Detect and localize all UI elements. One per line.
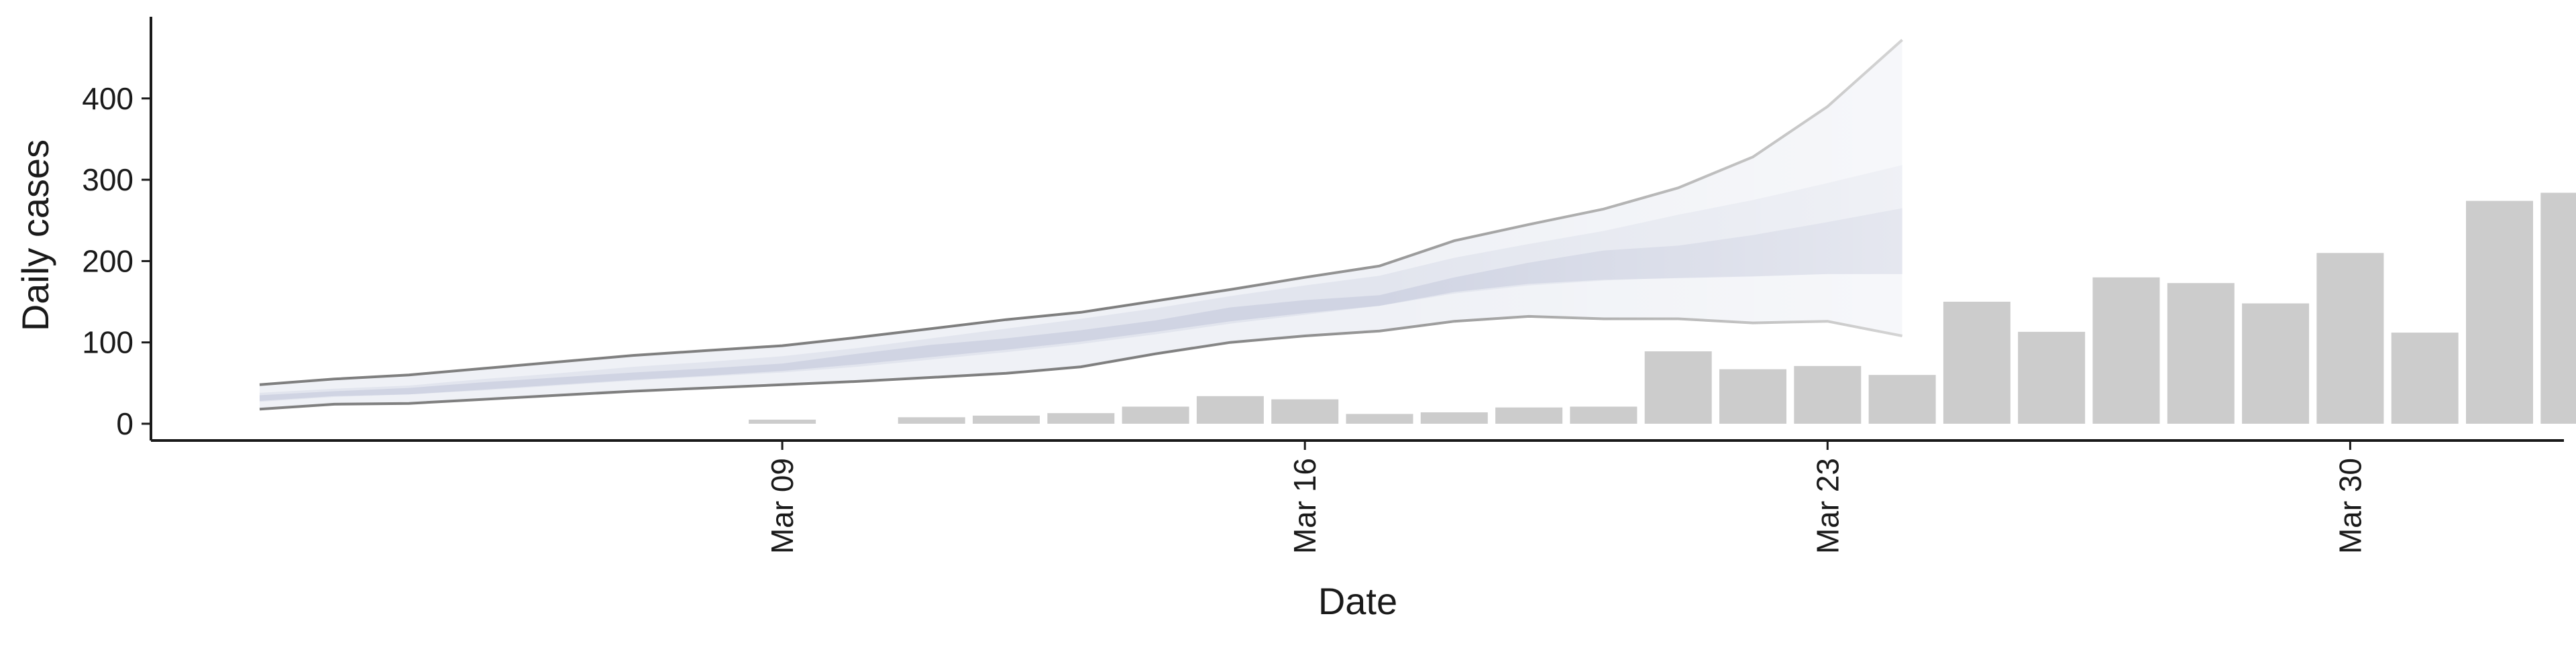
bar-2020-03-13 <box>1047 413 1115 424</box>
x-axis-ticks: Mar 09 Mar 16 Mar 23 Mar 30 <box>765 440 2367 554</box>
bar-2020-03-28 <box>2167 283 2235 424</box>
y-axis-ticks: 0 100 200 300 400 <box>82 81 151 441</box>
y-tick-label: 400 <box>82 81 133 116</box>
upper-bound-line <box>259 39 1903 386</box>
y-tick-label: 200 <box>82 243 133 278</box>
bar-2020-03-23 <box>1794 365 1862 424</box>
bar-2020-03-21 <box>1644 351 1712 424</box>
estimate-bands <box>260 17 1903 424</box>
y-tick-label: 300 <box>82 162 133 197</box>
bar-2020-04-01 <box>2466 200 2533 424</box>
bar-2020-03-22 <box>1719 369 1786 424</box>
bar-2020-03-09 <box>749 419 816 424</box>
x-tick-label: Mar 30 <box>2332 458 2367 554</box>
y-axis-title: Daily cases <box>14 139 56 331</box>
bar-2020-03-19 <box>1495 407 1563 424</box>
observed-bars <box>749 192 2576 424</box>
bar-2020-03-16 <box>1271 399 1339 424</box>
bar-2020-03-26 <box>2018 331 2086 424</box>
bar-2020-03-25 <box>1943 302 2010 424</box>
bar-2020-03-14 <box>1122 406 1189 424</box>
bar-2020-03-17 <box>1346 414 1413 424</box>
bar-2020-04-02 <box>2540 192 2576 424</box>
x-axis-title: Date <box>1318 580 1397 622</box>
bar-2020-03-18 <box>1420 412 1488 424</box>
x-tick-label: Mar 16 <box>1287 458 1322 554</box>
bar-2020-03-11 <box>898 417 965 424</box>
bar-2020-03-24 <box>1868 375 1936 424</box>
axes <box>150 17 2564 442</box>
y-tick-label: 100 <box>82 325 133 360</box>
estimate-bound-lines <box>259 39 1903 411</box>
x-tick-label: Mar 23 <box>1810 458 1845 554</box>
x-tick-label: Mar 09 <box>765 458 800 554</box>
bar-2020-03-20 <box>1570 406 1638 424</box>
bar-2020-03-12 <box>973 415 1040 424</box>
bar-2020-03-27 <box>2092 277 2160 424</box>
y-tick-label: 0 <box>116 406 133 441</box>
bar-2020-03-15 <box>1196 396 1264 424</box>
bar-2020-03-30 <box>2316 253 2384 424</box>
lower-bound-line <box>259 314 1902 411</box>
bar-2020-03-31 <box>2391 333 2459 424</box>
forecast-fade-overlay <box>1379 17 1903 424</box>
bar-2020-03-29 <box>2242 303 2310 424</box>
